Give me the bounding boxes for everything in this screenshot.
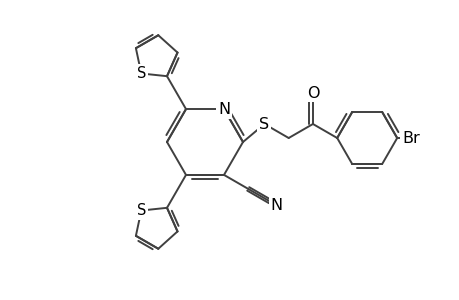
Text: O: O bbox=[306, 85, 319, 100]
Text: S: S bbox=[259, 116, 269, 131]
Text: N: N bbox=[218, 102, 230, 117]
Text: Br: Br bbox=[402, 130, 419, 146]
Text: N: N bbox=[270, 198, 282, 213]
Text: S: S bbox=[136, 203, 146, 218]
Text: S: S bbox=[136, 66, 146, 81]
